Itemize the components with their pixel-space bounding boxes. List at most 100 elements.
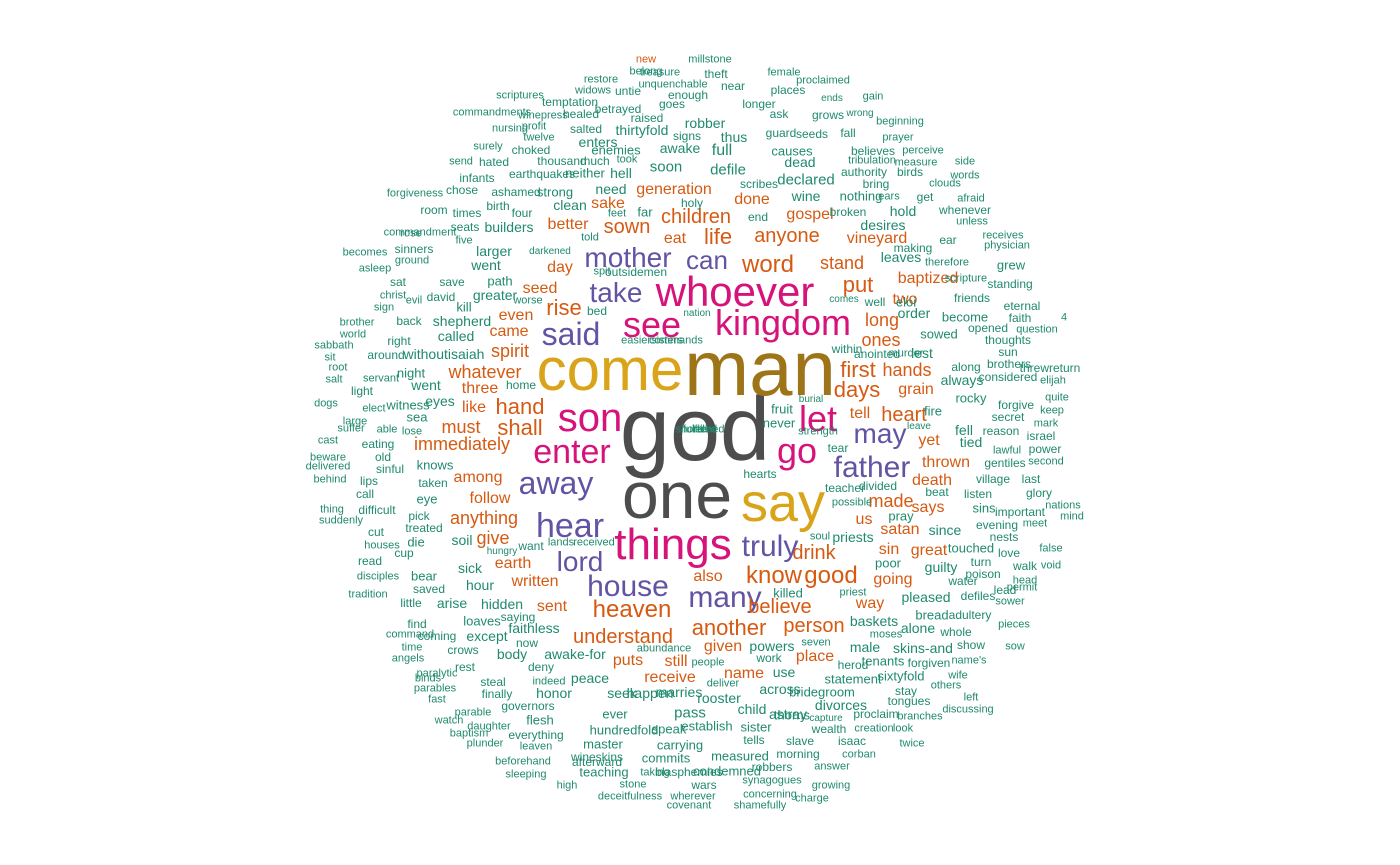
cloud-word: hour: [465, 577, 495, 593]
cloud-word: light: [350, 384, 374, 398]
cloud-word: show: [956, 638, 986, 652]
cloud-word: well: [864, 295, 886, 309]
cloud-word: took: [616, 153, 638, 166]
cloud-word: use: [772, 664, 796, 680]
cloud-word: nothing: [839, 188, 883, 204]
cloud-word: love: [997, 546, 1021, 560]
cloud-word: houses: [364, 539, 400, 552]
cloud-word: paralytic: [416, 667, 458, 680]
cloud-word: truly: [741, 530, 799, 563]
cloud-word: end: [747, 210, 769, 224]
cloud-word: wars: [691, 778, 717, 792]
cloud-word: high: [556, 779, 578, 792]
cloud-word: physician: [984, 239, 1030, 252]
cloud-word: wineskins: [570, 750, 624, 764]
cloud-word: thirtyfold: [615, 122, 669, 138]
cloud-word: first: [840, 357, 876, 382]
cloud-word: little: [400, 596, 422, 610]
cloud-word: false: [1039, 542, 1063, 555]
cloud-word: proclaim: [853, 707, 899, 721]
cloud-word: afraid: [957, 192, 985, 205]
cloud-word: others: [930, 679, 962, 692]
cloud-word: even: [498, 307, 534, 324]
cloud-word: soul: [809, 530, 831, 543]
cloud-word: happen: [626, 685, 674, 701]
cloud-word: places: [770, 83, 806, 97]
cloud-word: making: [893, 241, 933, 255]
cloud-word: generation: [636, 181, 712, 198]
cloud-word: stay: [894, 684, 918, 698]
cloud-word: forgiven: [907, 656, 951, 670]
cloud-word: chose: [445, 183, 479, 197]
cloud-word: twelve: [523, 131, 555, 144]
cloud-word: sick: [457, 560, 483, 576]
cloud-word: nation: [683, 308, 711, 319]
cloud-word: sent: [536, 598, 568, 615]
cloud-word: never: [762, 415, 796, 431]
cloud-word: honor: [536, 685, 572, 701]
cloud-word: person: [783, 615, 845, 637]
cloud-word: signs: [672, 129, 702, 143]
cloud-word: name: [723, 665, 765, 682]
cloud-word: commandments: [452, 106, 532, 119]
cloud-word: keep: [1040, 404, 1064, 417]
cloud-word: yet: [918, 432, 940, 449]
cloud-word: left: [963, 691, 979, 704]
cloud-word: healed: [562, 107, 600, 121]
cloud-word: walk: [1012, 559, 1038, 573]
cloud-word: far: [637, 204, 653, 220]
cloud-word: die: [407, 534, 425, 550]
cloud-word: thousand: [537, 154, 587, 168]
cloud-word: brother: [339, 316, 375, 329]
cloud-word: bread: [915, 607, 949, 623]
cloud-word: went: [471, 257, 501, 273]
cloud-word: indeed: [532, 675, 566, 688]
cloud-word: 4: [1060, 311, 1068, 324]
cloud-word: root: [328, 361, 348, 374]
cloud-word: stone: [619, 778, 647, 791]
cloud-word: god: [619, 380, 771, 480]
cloud-word: day: [547, 259, 573, 276]
cloud-word: thing: [320, 503, 344, 516]
cloud-word: adultery: [948, 608, 992, 622]
cloud-word: taking: [640, 766, 670, 779]
cloud-word: tenants: [861, 653, 905, 669]
cloud-word: difficult: [358, 503, 396, 517]
cloud-word: near: [720, 79, 746, 93]
cloud-word: ground: [394, 254, 430, 267]
cloud-word: rise: [546, 295, 582, 320]
cloud-word: faithless: [508, 620, 560, 636]
cloud-word: came: [489, 323, 529, 340]
cloud-word: better: [547, 216, 589, 233]
cloud-word: water: [948, 574, 978, 588]
cloud-word: perceive: [902, 144, 944, 157]
cloud-word: ear: [939, 233, 957, 247]
cloud-word: want: [518, 539, 544, 553]
cloud-word: body: [496, 646, 528, 662]
cloud-word: cup: [394, 546, 414, 560]
cloud-word: sabbath: [314, 339, 354, 352]
cloud-word: o: [696, 423, 704, 436]
cloud-word: need: [595, 181, 627, 197]
cloud-word: night: [396, 365, 426, 381]
cloud-word: hungry: [486, 546, 518, 557]
cloud-word: tied: [959, 434, 983, 450]
cloud-word: spit: [593, 265, 611, 278]
cloud-word: anything: [449, 508, 519, 528]
cloud-word: baptized: [897, 270, 959, 287]
cloud-word: elect: [362, 402, 386, 415]
cloud-word: everything: [508, 728, 564, 742]
cloud-word: commits: [641, 750, 691, 766]
cloud-word: people: [691, 656, 725, 669]
cloud-word: saved: [412, 582, 446, 596]
cloud-word: larger: [476, 243, 512, 259]
cloud-word: secret: [991, 410, 1025, 424]
cloud-word: bring: [862, 177, 890, 191]
cloud-word: anointed: [853, 347, 901, 361]
cloud-word: pass: [674, 704, 706, 722]
cloud-word: grows: [811, 108, 845, 122]
cloud-word: possible: [831, 496, 873, 509]
cloud-word: strength: [798, 425, 838, 438]
cloud-word: creation: [854, 722, 894, 735]
cloud-word: poor: [874, 555, 902, 571]
